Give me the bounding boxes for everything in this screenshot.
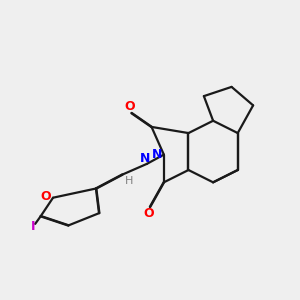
Text: N: N <box>152 148 162 161</box>
Text: I: I <box>31 220 35 233</box>
Text: O: O <box>125 100 135 113</box>
Text: O: O <box>40 190 51 203</box>
Text: N: N <box>140 152 151 165</box>
Text: H: H <box>125 176 133 186</box>
Text: O: O <box>143 207 154 220</box>
